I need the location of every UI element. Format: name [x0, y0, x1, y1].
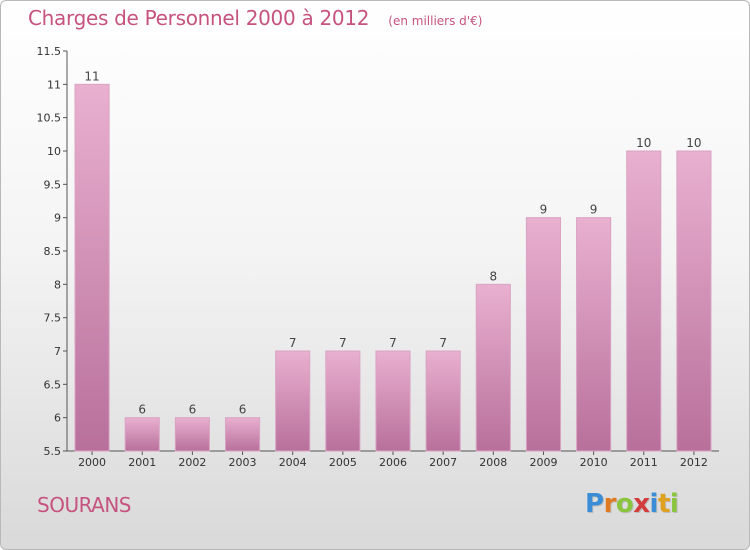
- bar-2004: [275, 350, 311, 452]
- chart-unit: (en milliers d'€): [388, 14, 483, 28]
- data-label: 10: [686, 136, 701, 150]
- x-tick-label: 2003: [229, 456, 257, 469]
- chart-title: Charges de Personnel 2000 à 2012: [28, 6, 370, 30]
- x-tick-label: 2010: [580, 456, 608, 469]
- x-tick-label: 2009: [529, 456, 557, 469]
- data-label: 6: [189, 403, 197, 417]
- y-tick-label: 10: [47, 145, 61, 158]
- x-tick-label: 2011: [630, 456, 658, 469]
- y-tick-label: 8.5: [44, 245, 62, 258]
- data-label: 9: [540, 203, 548, 217]
- bar-2012: [676, 150, 712, 452]
- title-row: Charges de Personnel 2000 à 2012 (en mil…: [28, 6, 482, 30]
- bar-2010: [576, 217, 612, 452]
- x-tick-label: 2007: [429, 456, 457, 469]
- y-tick-label: 9.5: [44, 178, 62, 191]
- bar-2003: [224, 417, 261, 452]
- data-label: 7: [439, 336, 447, 350]
- x-tick-label: 2001: [128, 456, 156, 469]
- data-label: 9: [590, 203, 598, 217]
- bar-2000: [74, 83, 110, 452]
- y-tick-label: 6.5: [44, 378, 62, 391]
- bar-2002: [174, 417, 210, 452]
- logo-letter: P: [585, 489, 604, 519]
- logo-letter: t: [657, 489, 670, 519]
- x-tick-label: 2005: [329, 456, 357, 469]
- y-tick-label: 11.5: [37, 45, 62, 58]
- bar-2009: [525, 217, 562, 452]
- y-tick-label: 9: [54, 212, 61, 225]
- x-tick-label: 2012: [680, 456, 708, 469]
- x-tick-label: 2006: [379, 456, 407, 469]
- logo-letter: x: [633, 489, 650, 519]
- bar-2011: [626, 150, 662, 452]
- y-tick-label: 6: [54, 412, 61, 425]
- bar-2001: [124, 417, 160, 452]
- bar-2005: [325, 350, 361, 452]
- x-tick-label: 2002: [178, 456, 206, 469]
- y-tick-label: 5.5: [44, 445, 62, 458]
- data-label: 11: [84, 69, 99, 83]
- logo-letter: i: [649, 489, 659, 519]
- data-label: 8: [489, 269, 497, 283]
- x-tick-label: 2008: [479, 456, 507, 469]
- y-tick-label: 7.5: [44, 312, 62, 325]
- x-tick-label: 2000: [78, 456, 106, 469]
- data-label: 7: [339, 336, 347, 350]
- bar-2006: [375, 350, 411, 452]
- y-tick-label: 11: [47, 78, 61, 91]
- data-label: 7: [289, 336, 297, 350]
- y-tick-label: 10.5: [37, 112, 62, 125]
- commune-name: SOURANS: [37, 493, 132, 517]
- bar-2007: [425, 350, 461, 452]
- logo-letter: o: [615, 489, 634, 519]
- y-tick-label: 8: [54, 278, 61, 291]
- logo-letter: r: [603, 489, 617, 519]
- data-label: 10: [636, 136, 651, 150]
- data-label: 7: [389, 336, 397, 350]
- y-tick-label: 7: [54, 345, 61, 358]
- x-tick-label: 2004: [279, 456, 307, 469]
- bar-2008: [475, 283, 511, 452]
- logo-letter: i: [669, 489, 679, 519]
- data-label: 6: [138, 403, 146, 417]
- proxiti-logo: Proxiti: [585, 489, 679, 519]
- data-label: 6: [239, 403, 247, 417]
